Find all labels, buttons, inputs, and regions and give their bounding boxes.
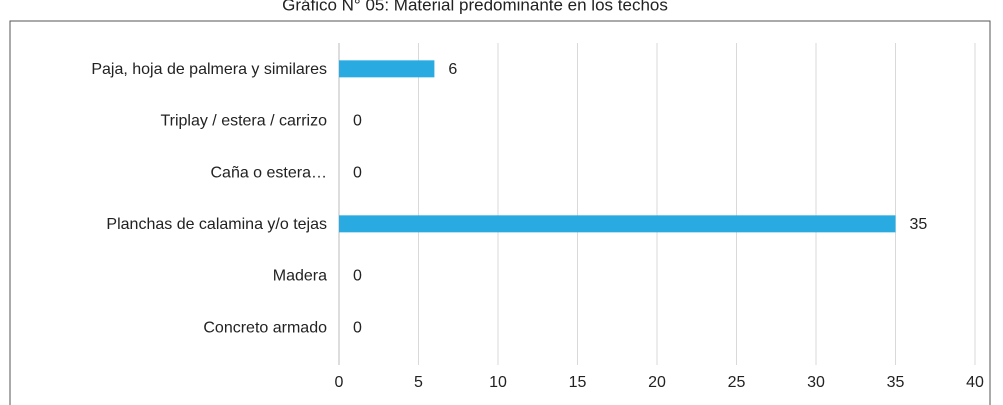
data-label: 6 [448,61,457,78]
x-tick-label: 20 [648,374,666,391]
y-tick-label: Planchas de calamina y/o tejas [106,216,327,233]
x-tick-label: 5 [414,374,423,391]
data-label: 0 [353,268,362,285]
x-tick-label: 10 [489,374,507,391]
x-tick-label: 40 [966,374,984,391]
y-tick-label: Madera [273,268,327,285]
x-tick-label: 35 [887,374,905,391]
y-tick-label: Triplay / estera / carrizo [160,113,327,130]
y-tick-label: Caña o estera… [210,164,327,181]
bar [339,215,896,233]
x-tick-label: 25 [728,374,746,391]
x-tick-label: 30 [807,374,825,391]
data-label: 35 [910,216,928,233]
chart-border [9,20,991,405]
y-tick-label: Concreto armado [203,319,327,336]
y-tick-label: Paja, hoja de palmera y similares [91,61,327,78]
data-label: 0 [353,113,362,130]
x-tick-label: 15 [569,374,587,391]
data-label: 0 [353,319,362,336]
chart-title: Gráfico N° 05: Material predominante en … [282,0,668,14]
x-tick-label: 0 [335,374,344,391]
bar [339,60,435,78]
data-label: 0 [353,164,362,181]
